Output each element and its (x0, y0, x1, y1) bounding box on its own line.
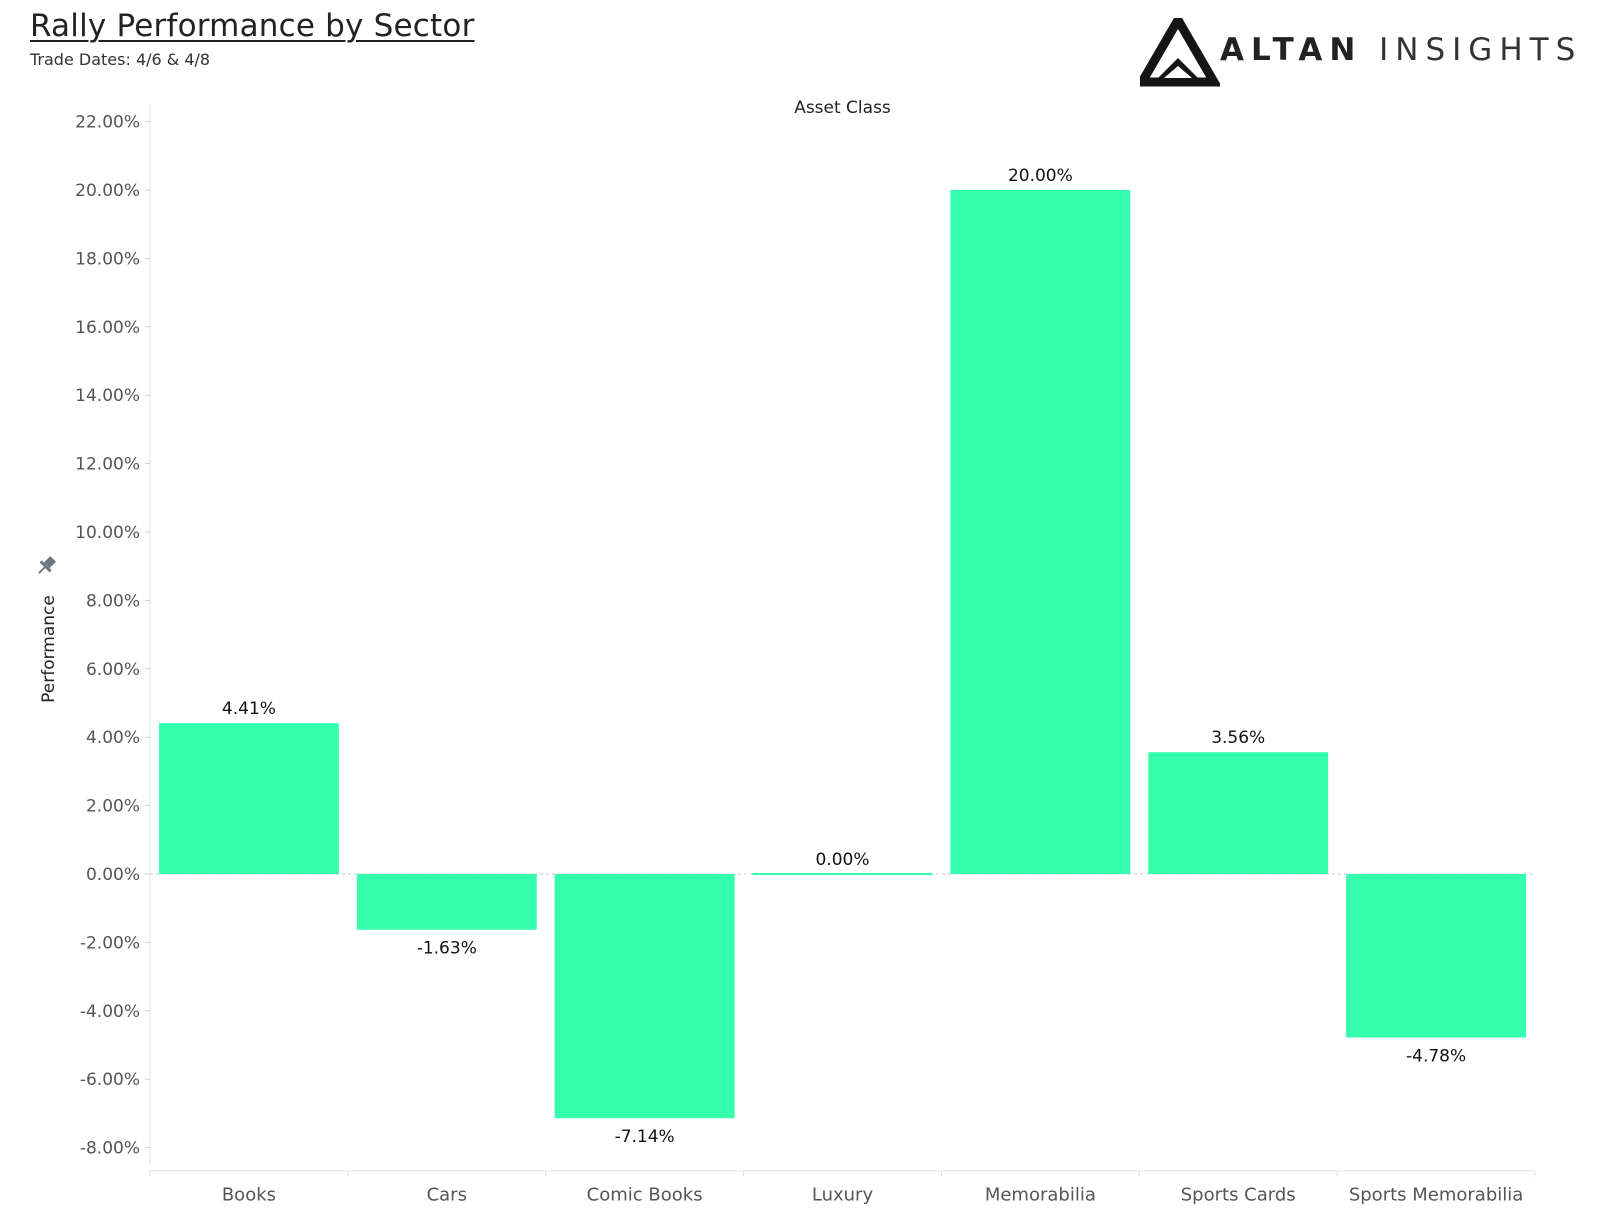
bar-sports-cards[interactable] (1148, 752, 1329, 874)
x-tick-label: Cars (427, 1185, 467, 1206)
data-label: -4.78% (1406, 1046, 1466, 1066)
data-label: -7.14% (615, 1127, 675, 1147)
bar-sports-memorabilia[interactable] (1346, 874, 1526, 1038)
bar-books[interactable] (159, 723, 339, 874)
brand-name: ALTAN INSIGHTS (1220, 32, 1582, 68)
data-label: -1.63% (417, 939, 477, 959)
y-tick-label: 14.00% (75, 386, 140, 406)
x-axis-title: Asset Class (794, 98, 891, 118)
chart-subtitle: Trade Dates: 4/6 & 4/8 (30, 50, 211, 69)
chart-title: Rally Performance by Sector (30, 8, 475, 44)
data-label: 20.00% (1008, 166, 1073, 186)
y-tick-label: -4.00% (80, 1002, 140, 1022)
y-axis: 22.00% 20.00% 18.00% 16.00% 14.00% 12.00% 10.0… (75, 104, 1535, 1165)
bar-memorabilia[interactable] (950, 190, 1131, 874)
brand-word-altan: ALTAN (1220, 32, 1363, 68)
y-tick-label: -6.00% (80, 1070, 140, 1090)
y-tick-label: 8.00% (86, 591, 140, 611)
y-tick-label: 22.00% (75, 113, 140, 133)
bars (159, 190, 1526, 1119)
brand-word-insights: INSIGHTS (1379, 32, 1583, 68)
y-tick-label: 0.00% (86, 865, 140, 885)
data-label: 0.00% (815, 850, 869, 870)
y-tick-label: 16.00% (75, 318, 140, 338)
y-tick-label: 18.00% (75, 249, 140, 269)
y-tick-label: -2.00% (80, 933, 140, 953)
y-tick-label: 2.00% (86, 797, 140, 817)
y-tick-label: 10.00% (75, 523, 140, 543)
x-tick-label: Sports Memorabilia (1349, 1185, 1523, 1206)
x-tick-label: Luxury (812, 1185, 874, 1206)
data-label: 3.56% (1211, 728, 1265, 748)
altan-triangle-logo-icon (1140, 18, 1220, 87)
data-label: 4.41% (222, 699, 276, 719)
brand-logo: ALTAN INSIGHTS (1140, 18, 1580, 90)
x-tick-label: Memorabilia (985, 1185, 1096, 1206)
x-axis: Books Cars Comic Books Luxury Memorabilia Spo… (149, 1170, 1536, 1206)
pin-icon[interactable] (34, 554, 58, 578)
y-tick-label: 6.00% (86, 660, 140, 680)
y-tick-label: -8.00% (80, 1139, 140, 1159)
bar-cars[interactable] (356, 874, 537, 930)
y-axis-title: Performance (39, 595, 59, 703)
y-tick-label: 12.00% (75, 455, 140, 475)
x-tick-label: Sports Cards (1181, 1185, 1296, 1206)
y-tick-label: 20.00% (75, 181, 140, 201)
bar-comic-books[interactable] (554, 874, 735, 1119)
x-tick-label: Books (222, 1185, 276, 1206)
bar-luxury[interactable] (752, 873, 933, 875)
y-tick-label: 4.00% (86, 728, 140, 748)
x-tick-label: Comic Books (587, 1185, 703, 1206)
data-labels: 4.41% -1.63% -7.14% 0.00% 20.00% 3.56% -4.78% (222, 166, 1466, 1147)
